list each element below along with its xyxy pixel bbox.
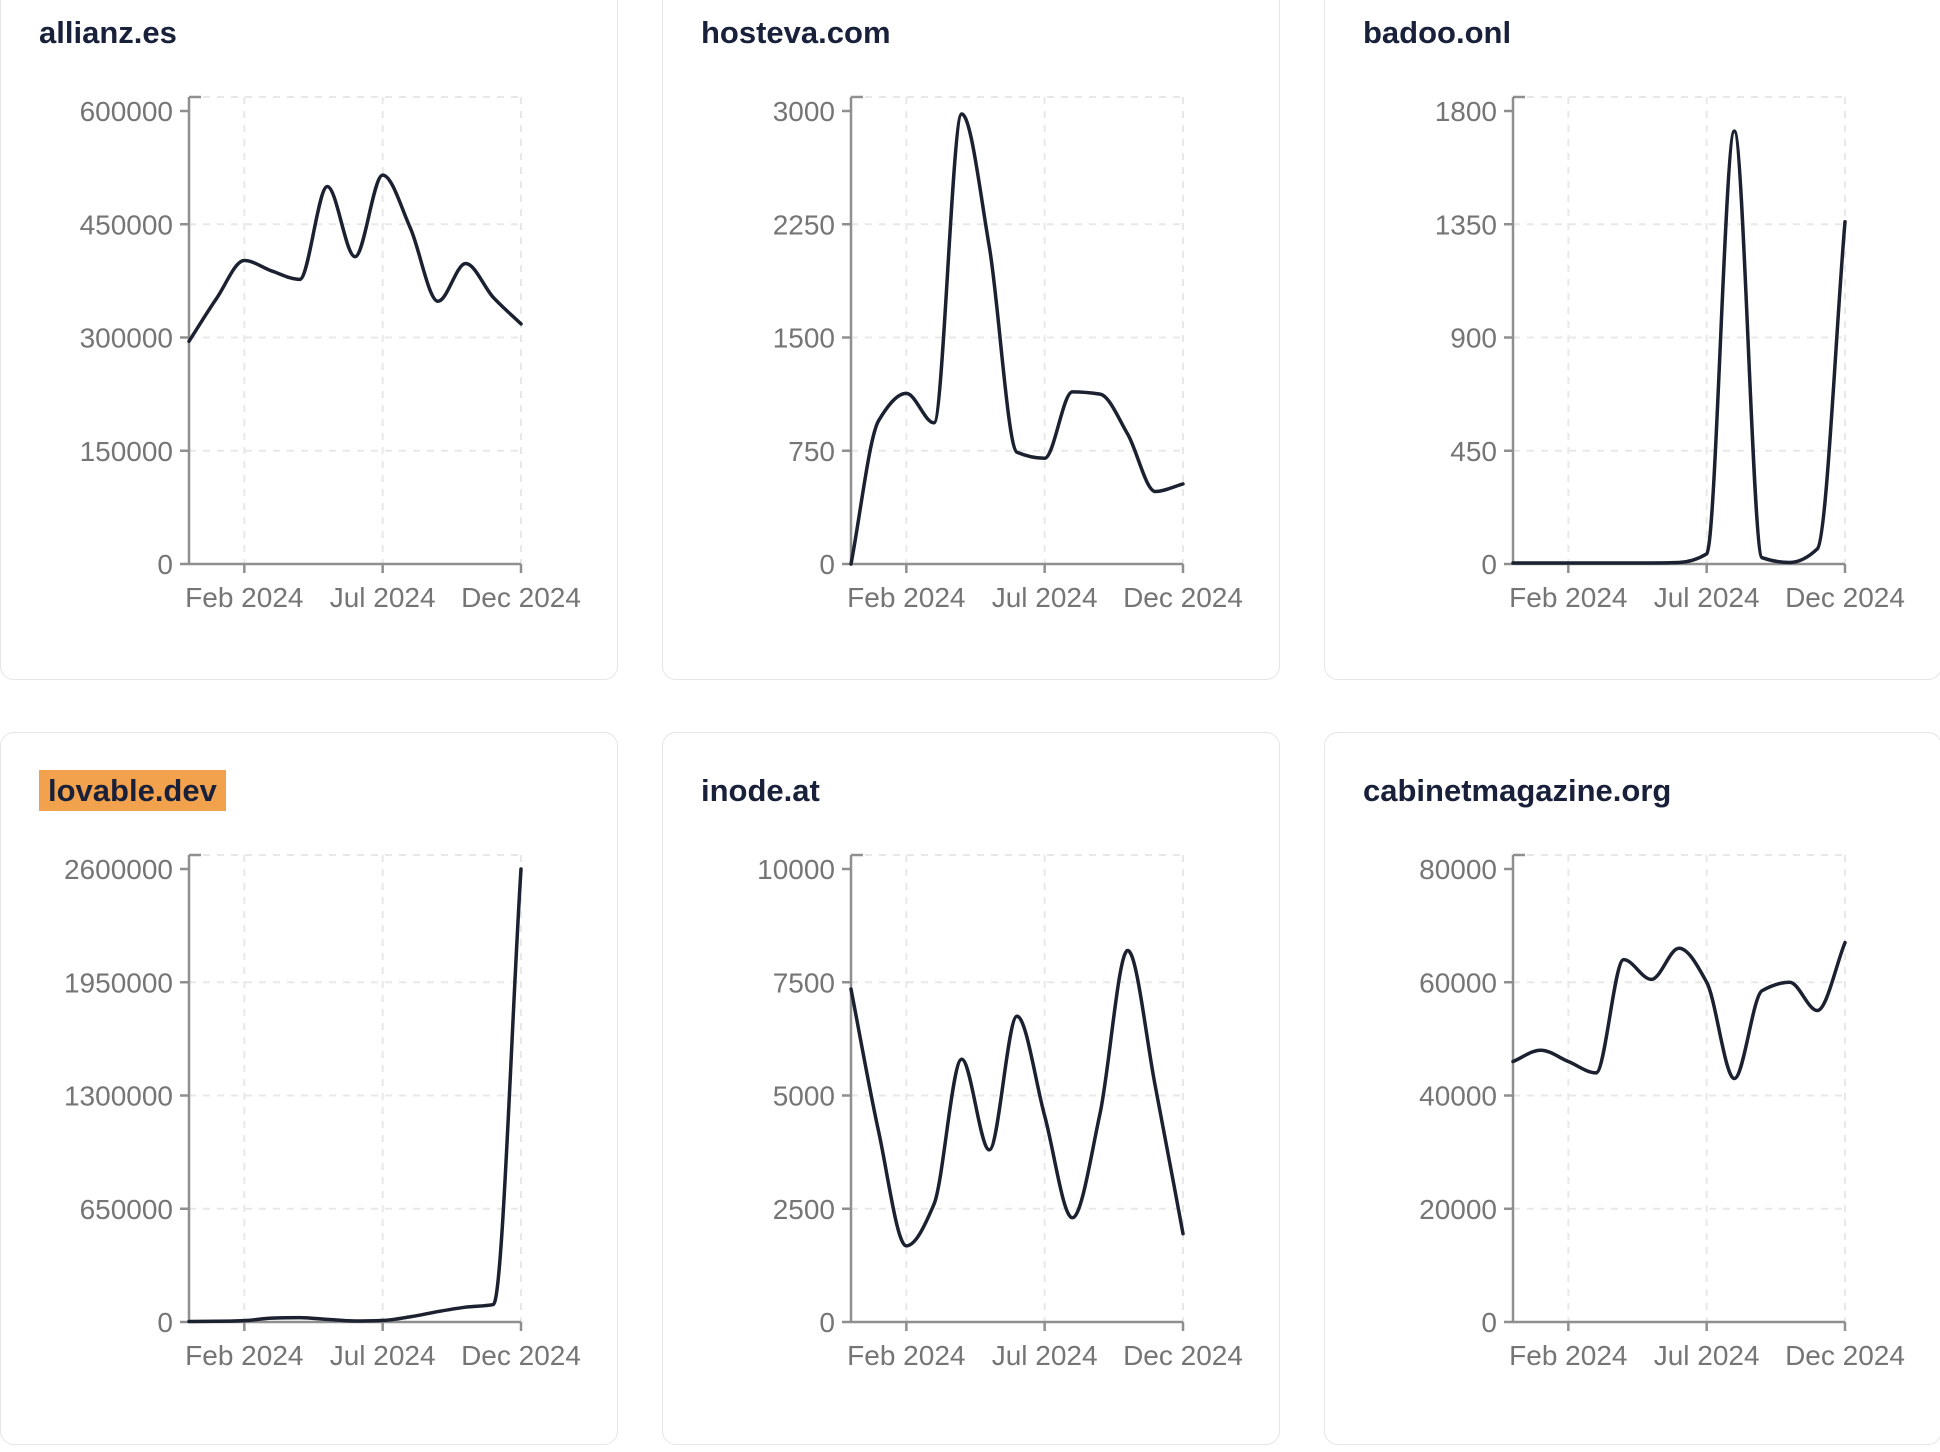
x-tick-label: Dec 2024: [461, 1340, 581, 1371]
chart-card[interactable]: lovable.dev 0 650000 1300000 1950000 2600000…: [0, 732, 618, 1445]
y-tick-label: 0: [157, 1307, 173, 1338]
x-tick-label: Feb 2024: [1509, 1340, 1627, 1371]
chart-title-text: lovable.dev: [39, 770, 226, 811]
x-tick-label: Dec 2024: [1785, 1340, 1905, 1371]
x-tick-label: Jul 2024: [992, 1340, 1098, 1371]
series-line: [187, 173, 523, 344]
x-tick-label: Dec 2024: [1785, 582, 1905, 613]
x-tick-label: Dec 2024: [1123, 1340, 1243, 1371]
chart-title: allianz.es: [39, 15, 177, 51]
series-line: [1511, 129, 1847, 565]
y-tick-label: 2250: [773, 209, 835, 240]
series-line: [849, 948, 1185, 1248]
chart-title-text: allianz.es: [39, 15, 177, 50]
chart-card[interactable]: badoo.onl 0 450 900 1350 1800 Feb 2024 Jul 202…: [1324, 0, 1940, 680]
y-tick-label: 750: [788, 436, 835, 467]
x-tick-label: Jul 2024: [1654, 582, 1760, 613]
y-tick-label: 0: [1481, 549, 1497, 580]
y-tick-label: 300000: [80, 323, 173, 354]
y-tick-label: 650000: [80, 1194, 173, 1225]
y-tick-label: 2600000: [64, 854, 173, 885]
y-tick-label: 900: [1450, 323, 1497, 354]
x-tick-label: Feb 2024: [847, 582, 965, 613]
chart-title: cabinetmagazine.org: [1363, 773, 1671, 809]
x-tick-label: Jul 2024: [330, 582, 436, 613]
line-chart: 0 2500 5000 7500 10000 Feb 2024 Jul 2024 Dec 20…: [757, 853, 1243, 1371]
chart-card[interactable]: allianz.es 0 150000 300000 450000 600000 Feb …: [0, 0, 618, 680]
y-tick-label: 20000: [1419, 1194, 1497, 1225]
y-tick-label: 1300000: [64, 1081, 173, 1112]
line-chart: 0 650000 1300000 1950000 2600000 Feb 2024 Jul …: [64, 853, 581, 1371]
y-tick-label: 1500: [773, 323, 835, 354]
y-tick-label: 600000: [80, 96, 173, 127]
chart-title: hosteva.com: [701, 15, 891, 51]
y-tick-label: 1350: [1435, 209, 1497, 240]
x-tick-label: Dec 2024: [461, 582, 581, 613]
chart-card[interactable]: inode.at 0 2500 5000 7500 10000 Feb 2024 Jul 2…: [662, 732, 1280, 1445]
y-tick-label: 7500: [773, 967, 835, 998]
chart-title: inode.at: [701, 773, 820, 809]
line-chart: 0 750 1500 2250 3000 Feb 2024 Jul 2024 Dec 2024: [773, 95, 1243, 613]
y-tick-label: 0: [1481, 1307, 1497, 1338]
y-tick-label: 1800: [1435, 96, 1497, 127]
series-line: [187, 867, 523, 1324]
y-tick-label: 450: [1450, 436, 1497, 467]
chart-title-text: badoo.onl: [1363, 15, 1512, 50]
y-tick-label: 3000: [773, 96, 835, 127]
chart-title: lovable.dev: [39, 770, 226, 811]
chart-title-text: hosteva.com: [701, 15, 891, 50]
x-tick-label: Feb 2024: [1509, 582, 1627, 613]
y-tick-label: 10000: [757, 854, 835, 885]
y-tick-label: 80000: [1419, 854, 1497, 885]
series-line: [849, 112, 1185, 566]
x-tick-label: Jul 2024: [330, 1340, 436, 1371]
y-tick-label: 40000: [1419, 1081, 1497, 1112]
chart-card[interactable]: hosteva.com 0 750 1500 2250 3000 Feb 2024 Jul …: [662, 0, 1280, 680]
chart-title-text: inode.at: [701, 773, 820, 808]
x-tick-label: Feb 2024: [185, 1340, 303, 1371]
y-tick-label: 60000: [1419, 967, 1497, 998]
line-chart: 0 20000 40000 60000 80000 Feb 2024 Jul 2024 Dec…: [1419, 853, 1905, 1371]
x-tick-label: Feb 2024: [185, 582, 303, 613]
y-tick-label: 2500: [773, 1194, 835, 1225]
y-tick-label: 150000: [80, 436, 173, 467]
y-tick-label: 1950000: [64, 967, 173, 998]
y-tick-label: 0: [819, 1307, 835, 1338]
x-tick-label: Feb 2024: [847, 1340, 965, 1371]
chart-title: badoo.onl: [1363, 15, 1511, 51]
x-tick-label: Dec 2024: [1123, 582, 1243, 613]
x-tick-label: Jul 2024: [992, 582, 1098, 613]
y-tick-label: 5000: [773, 1081, 835, 1112]
chart-card[interactable]: cabinetmagazine.org 0 20000 40000 60000 8000…: [1324, 732, 1940, 1445]
chart-title-text: cabinetmagazine.org: [1363, 773, 1672, 808]
x-tick-label: Jul 2024: [1654, 1340, 1760, 1371]
y-tick-label: 450000: [80, 209, 173, 240]
line-chart: 0 150000 300000 450000 600000 Feb 2024 Jul 202…: [80, 95, 581, 613]
line-chart: 0 450 900 1350 1800 Feb 2024 Jul 2024 Dec 2024: [1435, 95, 1905, 613]
series-line: [1511, 940, 1847, 1081]
y-tick-label: 0: [157, 549, 173, 580]
y-tick-label: 0: [819, 549, 835, 580]
